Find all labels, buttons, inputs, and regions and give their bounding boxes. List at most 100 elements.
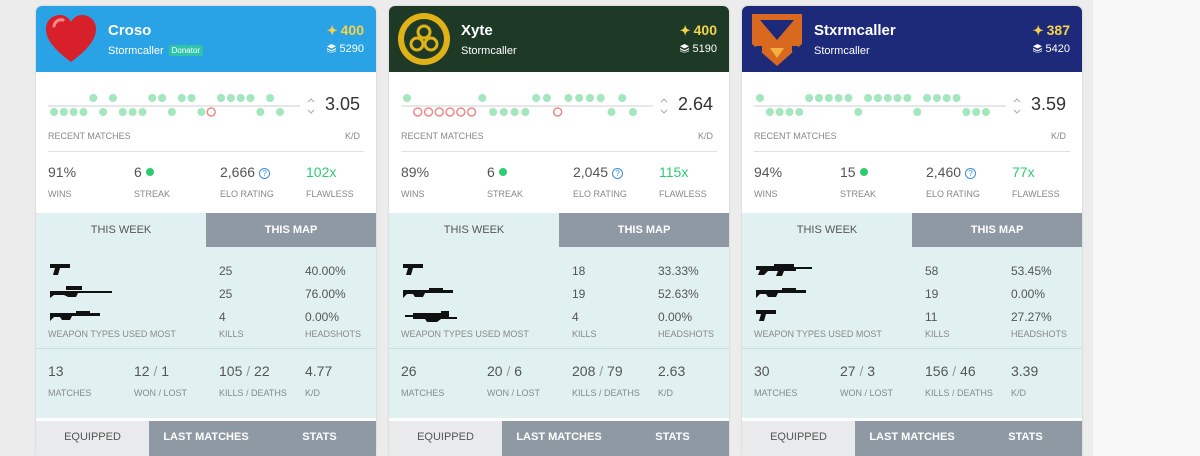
- match-win-dot[interactable]: [99, 108, 108, 116]
- match-win-dot[interactable]: [226, 94, 235, 102]
- player-name[interactable]: Croso: [108, 22, 152, 39]
- help-icon[interactable]: ?: [965, 168, 977, 179]
- rings-emblem-icon[interactable]: [395, 10, 453, 68]
- match-win-dot[interactable]: [824, 94, 833, 102]
- hand-cannon-icon[interactable]: [401, 261, 431, 282]
- match-loss-dot[interactable]: [206, 107, 216, 117]
- tab-stats[interactable]: STATS: [1008, 431, 1043, 443]
- match-win-dot[interactable]: [585, 94, 594, 102]
- help-icon[interactable]: ?: [612, 168, 624, 179]
- match-win-dot[interactable]: [923, 94, 932, 102]
- tab-this-map[interactable]: THIS MAP: [206, 213, 376, 247]
- match-win-dot[interactable]: [972, 108, 981, 116]
- match-win-dot[interactable]: [982, 108, 990, 116]
- match-win-dot[interactable]: [596, 94, 605, 102]
- match-win-dot[interactable]: [167, 108, 176, 116]
- match-win-dot[interactable]: [795, 108, 804, 116]
- match-win-dot[interactable]: [952, 94, 961, 102]
- scroll-arrows-icon[interactable]: [660, 98, 668, 114]
- match-win-dot[interactable]: [50, 108, 58, 116]
- match-win-dot[interactable]: [79, 108, 88, 116]
- match-win-dot[interactable]: [59, 108, 68, 116]
- match-win-dot[interactable]: [148, 94, 157, 102]
- match-win-dot[interactable]: [844, 94, 853, 102]
- match-win-dot[interactable]: [883, 94, 892, 102]
- tab-last-matches[interactable]: LAST MATCHES: [163, 431, 249, 443]
- tab-stats[interactable]: STATS: [302, 431, 337, 443]
- match-win-dot[interactable]: [932, 94, 941, 102]
- tab-this-week[interactable]: THIS WEEK: [742, 213, 912, 247]
- auto-rifle-icon[interactable]: [754, 261, 814, 282]
- match-win-dot[interactable]: [69, 108, 78, 116]
- orange-emblem-icon[interactable]: [748, 10, 806, 68]
- match-win-dot[interactable]: [246, 94, 255, 102]
- sniper-rifle-icon[interactable]: [48, 284, 114, 305]
- match-loss-dot[interactable]: [413, 107, 423, 117]
- match-win-dot[interactable]: [775, 108, 784, 116]
- match-win-dot[interactable]: [618, 94, 627, 102]
- tab-equipped[interactable]: EQUIPPED: [389, 421, 502, 456]
- match-win-dot[interactable]: [785, 108, 794, 116]
- match-win-dot[interactable]: [756, 94, 764, 102]
- match-win-dot[interactable]: [510, 108, 519, 116]
- match-win-dot[interactable]: [903, 94, 912, 102]
- match-win-dot[interactable]: [266, 94, 275, 102]
- match-win-dot[interactable]: [893, 94, 902, 102]
- match-win-dot[interactable]: [177, 94, 186, 102]
- match-win-dot[interactable]: [138, 108, 147, 116]
- match-loss-dot[interactable]: [434, 107, 445, 117]
- match-win-dot[interactable]: [962, 108, 971, 116]
- shotgun-icon[interactable]: [401, 284, 455, 305]
- match-win-dot[interactable]: [834, 94, 843, 102]
- match-win-dot[interactable]: [489, 108, 498, 116]
- match-win-dot[interactable]: [805, 94, 814, 102]
- match-loss-dot[interactable]: [456, 107, 466, 117]
- match-win-dot[interactable]: [521, 108, 530, 116]
- match-loss-dot[interactable]: [445, 107, 455, 117]
- tab-equipped[interactable]: EQUIPPED: [742, 421, 855, 456]
- heart-emblem-icon[interactable]: [42, 10, 100, 68]
- match-win-dot[interactable]: [607, 108, 616, 116]
- recent-matches-timeline[interactable]: [754, 87, 1024, 123]
- match-win-dot[interactable]: [765, 108, 774, 116]
- match-win-dot[interactable]: [236, 94, 245, 102]
- match-win-dot[interactable]: [158, 94, 167, 102]
- match-win-dot[interactable]: [89, 94, 98, 102]
- tab-this-map[interactable]: THIS MAP: [559, 213, 729, 247]
- tab-this-week[interactable]: THIS WEEK: [389, 213, 559, 247]
- shotgun-icon[interactable]: [48, 307, 102, 328]
- match-loss-dot[interactable]: [552, 107, 563, 117]
- player-name[interactable]: Stxrmcaller: [814, 22, 896, 39]
- match-win-dot[interactable]: [197, 108, 206, 116]
- tab-equipped[interactable]: EQUIPPED: [36, 421, 149, 456]
- match-win-dot[interactable]: [575, 94, 584, 102]
- match-win-dot[interactable]: [217, 94, 226, 102]
- match-win-dot[interactable]: [854, 108, 863, 116]
- match-win-dot[interactable]: [118, 108, 127, 116]
- help-icon[interactable]: ?: [259, 168, 271, 179]
- match-win-dot[interactable]: [187, 94, 196, 102]
- match-win-dot[interactable]: [873, 94, 882, 102]
- tab-this-week[interactable]: THIS WEEK: [36, 213, 206, 247]
- match-win-dot[interactable]: [499, 108, 508, 116]
- shotgun-icon[interactable]: [754, 284, 808, 305]
- match-loss-dot[interactable]: [466, 107, 477, 117]
- tab-this-map[interactable]: THIS MAP: [912, 213, 1082, 247]
- match-win-dot[interactable]: [629, 108, 637, 116]
- match-win-dot[interactable]: [532, 94, 541, 102]
- match-win-dot[interactable]: [564, 94, 573, 102]
- tab-stats[interactable]: STATS: [655, 431, 690, 443]
- match-win-dot[interactable]: [478, 94, 487, 102]
- scroll-arrows-icon[interactable]: [307, 98, 315, 114]
- scroll-arrows-icon[interactable]: [1013, 98, 1021, 114]
- match-win-dot[interactable]: [542, 94, 551, 102]
- match-loss-dot[interactable]: [423, 107, 434, 117]
- recent-matches-timeline[interactable]: [401, 87, 671, 123]
- match-win-dot[interactable]: [108, 94, 117, 102]
- match-win-dot[interactable]: [403, 94, 411, 102]
- hand-cannon-icon[interactable]: [48, 261, 78, 282]
- tab-last-matches[interactable]: LAST MATCHES: [869, 431, 955, 443]
- recent-matches-timeline[interactable]: [48, 87, 318, 123]
- match-win-dot[interactable]: [256, 108, 265, 116]
- match-win-dot[interactable]: [913, 108, 922, 116]
